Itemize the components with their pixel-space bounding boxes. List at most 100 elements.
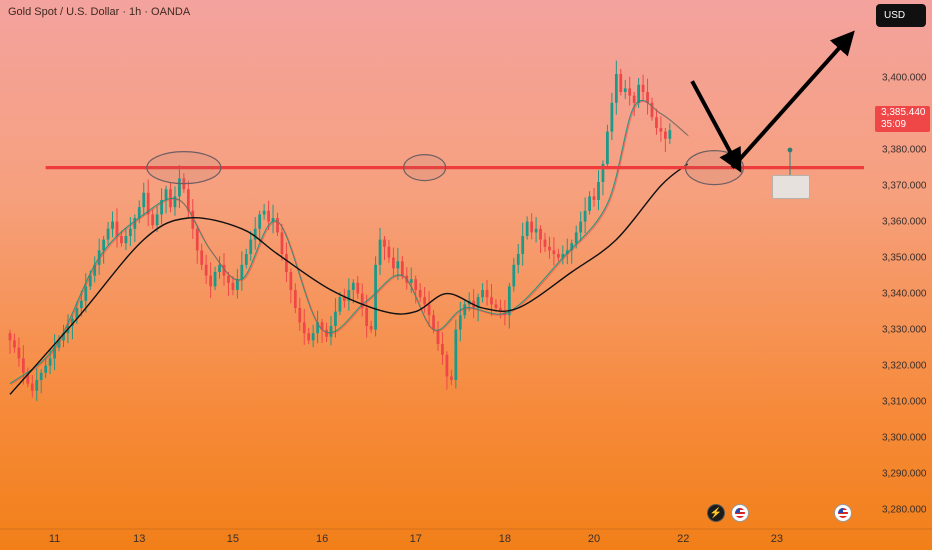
price-tick-label: 3,300.000 xyxy=(882,433,927,444)
candle-body xyxy=(539,228,542,240)
candle-body xyxy=(663,131,667,139)
annotations xyxy=(45,30,864,186)
candle-body xyxy=(360,293,364,308)
candle-body xyxy=(445,354,449,377)
date-tick-label: 17 xyxy=(410,533,422,545)
us-flag-icon[interactable] xyxy=(834,504,852,522)
candle-body xyxy=(21,358,25,373)
candle-body xyxy=(485,290,489,298)
candle-body xyxy=(400,261,404,276)
trend-arrow xyxy=(690,80,742,173)
candle-body xyxy=(494,304,498,308)
candle-body xyxy=(623,88,627,92)
candle-body xyxy=(213,272,217,287)
candle-body xyxy=(62,333,65,341)
currency-button[interactable]: USD xyxy=(876,4,926,27)
candle-body xyxy=(637,84,641,103)
candle-body xyxy=(548,246,551,251)
time-axis[interactable]: 11 13 15 16 17 18 20 22 23 xyxy=(0,528,932,545)
candle-body xyxy=(619,74,623,92)
bar-countdown: 35:09 xyxy=(881,119,907,130)
candle-body xyxy=(458,315,462,330)
candle-body xyxy=(556,254,560,258)
candle-body xyxy=(191,210,195,229)
candle-body xyxy=(409,279,413,283)
candle-body xyxy=(351,282,355,290)
candle-body xyxy=(614,74,618,103)
candle-body xyxy=(48,358,52,366)
candle-body xyxy=(79,300,83,308)
candle-body xyxy=(387,246,391,258)
candle-body xyxy=(579,221,583,233)
fast-ma-line xyxy=(9,99,689,385)
candle-body xyxy=(244,254,248,265)
candle-body xyxy=(574,232,578,244)
price-axis[interactable]: 3,400.0003,390.0003,380.0003,370.0003,36… xyxy=(866,0,932,550)
candle-body xyxy=(222,264,226,276)
candle-body xyxy=(209,275,213,287)
price-tick-label: 3,290.000 xyxy=(882,469,927,480)
candle-body xyxy=(490,297,493,305)
candle-body xyxy=(454,329,458,380)
candle-body xyxy=(414,279,418,290)
candle-body xyxy=(53,347,56,359)
date-tick-label: 16 xyxy=(316,533,328,545)
candle-body xyxy=(499,308,502,312)
candle-body xyxy=(632,95,636,103)
price-tick-label: 3,280.000 xyxy=(882,505,927,516)
candle-body xyxy=(160,200,163,215)
candle-body xyxy=(200,250,204,265)
candle-body xyxy=(285,254,288,272)
candle-body xyxy=(396,261,400,269)
candle-body xyxy=(267,210,270,222)
candle-body xyxy=(334,311,337,326)
candle-body xyxy=(186,189,190,211)
date-tick-label: 11 xyxy=(49,533,60,545)
candle-body xyxy=(347,290,351,301)
candle-body xyxy=(516,254,520,265)
candle-body xyxy=(369,326,373,330)
candle-body xyxy=(155,214,159,226)
candle-body xyxy=(597,182,600,200)
candle-body xyxy=(592,196,596,200)
candle-body xyxy=(427,304,431,316)
candle-body xyxy=(289,272,293,290)
candle-body xyxy=(668,130,672,139)
price-tick-label: 3,310.000 xyxy=(882,397,927,408)
us-flag-icon[interactable] xyxy=(731,504,749,522)
candles xyxy=(8,60,672,401)
date-tick-label: 18 xyxy=(499,533,511,545)
flash-icon[interactable]: ⚡ xyxy=(707,504,725,522)
candle-body xyxy=(173,196,177,208)
note-anchor xyxy=(787,147,793,153)
candle-body xyxy=(133,218,137,229)
highlight-ellipse xyxy=(403,154,447,182)
candle-body xyxy=(111,221,114,229)
candle-body xyxy=(356,282,360,294)
candle-body xyxy=(204,264,208,276)
candle-body xyxy=(298,308,302,323)
candle-body xyxy=(342,297,346,301)
candle-body xyxy=(93,264,97,276)
candle-body xyxy=(610,102,614,132)
candle-body xyxy=(512,264,516,287)
candle-body xyxy=(320,322,324,330)
candle-body xyxy=(601,164,605,182)
last-price: 3,385.440 xyxy=(881,107,926,118)
slow-ma-line xyxy=(9,163,689,395)
candle-body xyxy=(249,239,253,254)
candle-body xyxy=(35,380,39,391)
candle-body xyxy=(365,308,369,326)
note-marker[interactable] xyxy=(772,175,810,199)
candle-body xyxy=(258,214,262,229)
candle-body xyxy=(142,192,146,208)
candle-body xyxy=(137,207,141,218)
candle-body xyxy=(120,236,123,244)
price-tick-label: 3,400.000 xyxy=(882,73,927,84)
candle-body xyxy=(534,228,538,233)
trend-arrow xyxy=(730,30,855,169)
candle-body xyxy=(329,326,333,337)
moving-averages xyxy=(9,99,689,395)
